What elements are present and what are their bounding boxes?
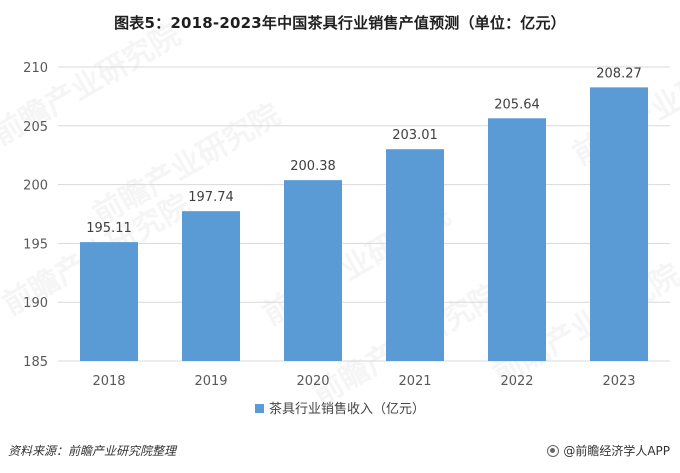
y-tick-label: 205 [23, 120, 48, 135]
y-tick-label: 195 [23, 237, 48, 252]
bar-chart: 185 190 195 200 205 210 195.11 197.74 200.38 203… [23, 61, 670, 389]
bars [80, 87, 648, 362]
data-label: 208.27 [596, 66, 642, 81]
y-tick-label: 185 [23, 355, 48, 370]
data-labels: 195.11 197.74 200.38 203.01 205.64 208.27 [86, 66, 642, 236]
bar [80, 242, 138, 361]
bar [488, 118, 546, 362]
x-axis: 2018 2019 2020 2021 2022 2023 [92, 374, 635, 389]
y-tick-label: 190 [23, 296, 48, 311]
data-label: 197.74 [188, 190, 234, 205]
x-tick-label: 2019 [194, 374, 227, 389]
footer-brand: @前瞻经济学人APP [547, 442, 670, 459]
legend-label: 茶具行业销售收入（亿元） [268, 402, 425, 417]
x-tick-label: 2023 [602, 374, 635, 389]
y-tick-label: 210 [23, 61, 48, 76]
y-tick-label: 200 [23, 179, 48, 194]
bar [284, 180, 342, 361]
data-label: 200.38 [290, 159, 336, 174]
bar [182, 211, 240, 361]
footer-brand-text: @前瞻经济学人APP [563, 444, 670, 458]
data-label: 203.01 [392, 128, 438, 143]
legend: 茶具行业销售收入（亿元） [0, 398, 680, 417]
x-tick-label: 2020 [296, 374, 329, 389]
bar [386, 149, 444, 361]
x-tick-label: 2022 [500, 374, 533, 389]
brand-logo-icon [547, 445, 560, 457]
source-note: 资料来源：前瞻产业研究院整理 [8, 444, 177, 458]
chart-title: 图表5：2018-2023年中国茶具行业销售产值预测（单位：亿元） [114, 14, 566, 32]
x-tick-label: 2021 [398, 374, 431, 389]
data-label: 195.11 [86, 221, 132, 236]
legend-swatch [254, 404, 264, 413]
data-label: 205.64 [494, 97, 540, 112]
x-tick-label: 2018 [92, 374, 125, 389]
bar [590, 87, 648, 362]
y-axis: 185 190 195 200 205 210 [23, 61, 48, 370]
gridlines [58, 66, 670, 362]
